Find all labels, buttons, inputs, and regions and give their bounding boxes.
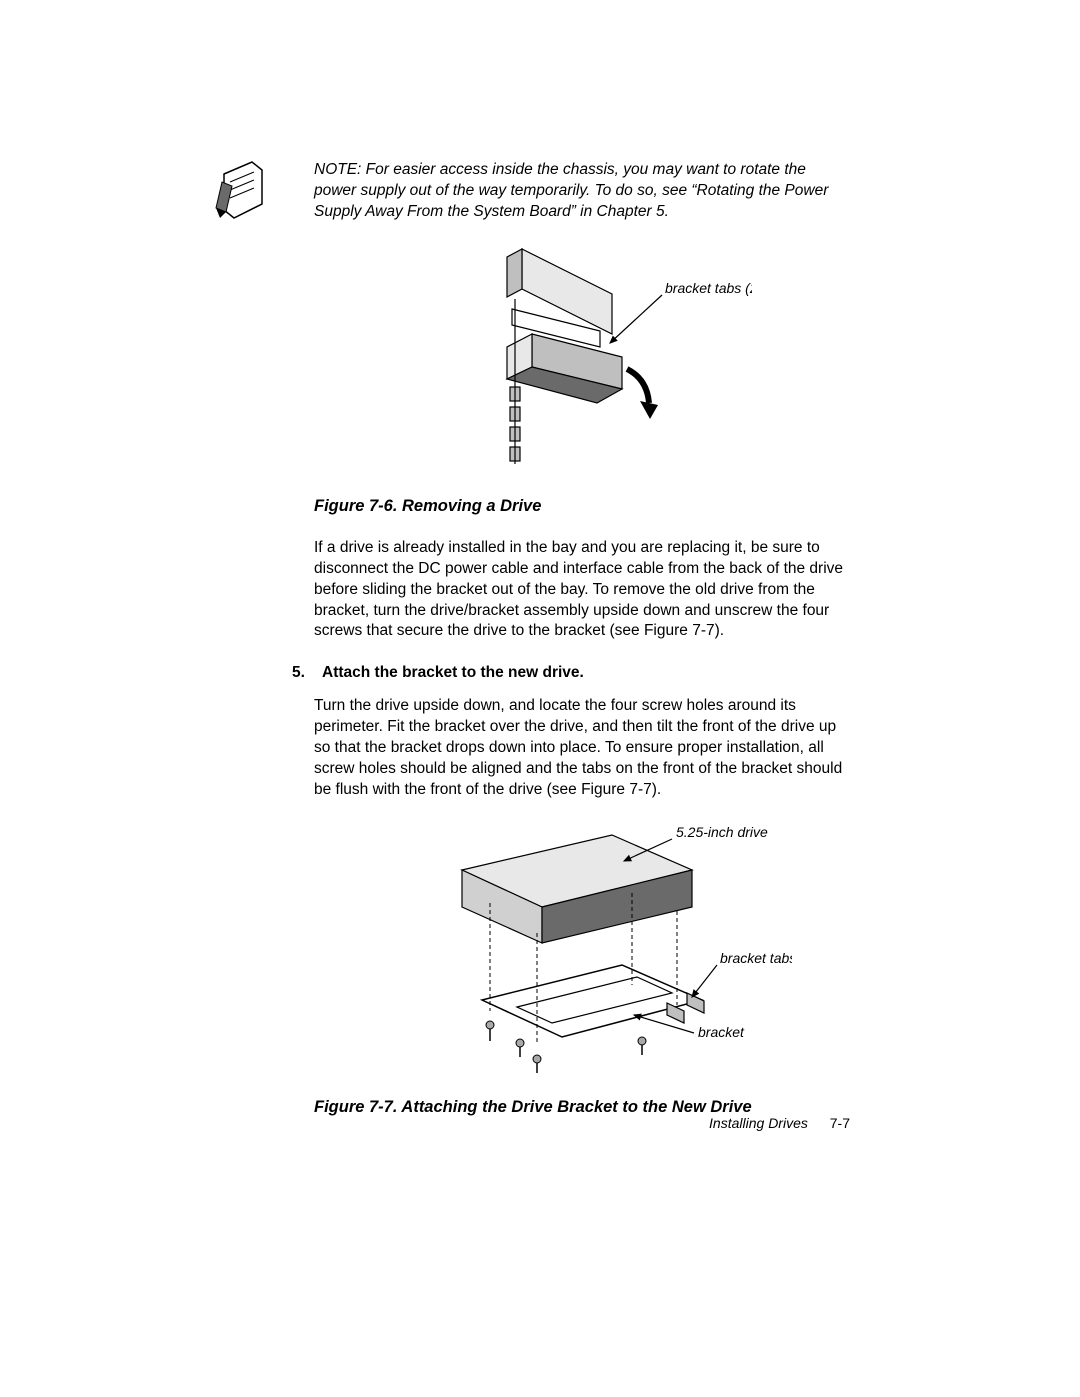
paragraph-existing-drive: If a drive is already installed in the b… (314, 538, 850, 643)
main-column: bracket tabs (2) Figure 7-6. Removing a … (314, 239, 850, 1117)
step-number: 5. (292, 664, 312, 682)
fig2-callout-drive: 5.25-inch drive (676, 824, 768, 840)
step-5-paragraph: Turn the drive upside down, and locate t… (314, 696, 850, 801)
footer-section: Installing Drives (709, 1115, 808, 1131)
fig2-callout-bracket-tabs: bracket tabs (2) (720, 950, 792, 966)
note-block: NOTE: For easier access inside the chass… (210, 160, 850, 223)
note-text: NOTE: For easier access inside the chass… (314, 160, 850, 223)
figure-7-6-caption: Figure 7-6. Removing a Drive (314, 497, 850, 516)
page-content: NOTE: For easier access inside the chass… (210, 160, 850, 1139)
fig2-callout-bracket: bracket (698, 1024, 745, 1040)
page-footer: Installing Drives 7-7 (709, 1115, 850, 1131)
fig1-callout-bracket-tabs: bracket tabs (2) (665, 280, 752, 296)
footer-page-number: 7-7 (830, 1115, 850, 1131)
figure-7-6: bracket tabs (2) (314, 239, 850, 479)
step-5-heading: 5. Attach the bracket to the new drive. (292, 664, 850, 682)
step-title: Attach the bracket to the new drive. (322, 664, 584, 682)
note-pencil-icon (210, 160, 270, 220)
figure-7-7: 5.25-inch drive bracket tabs (2) bracket (314, 815, 850, 1080)
